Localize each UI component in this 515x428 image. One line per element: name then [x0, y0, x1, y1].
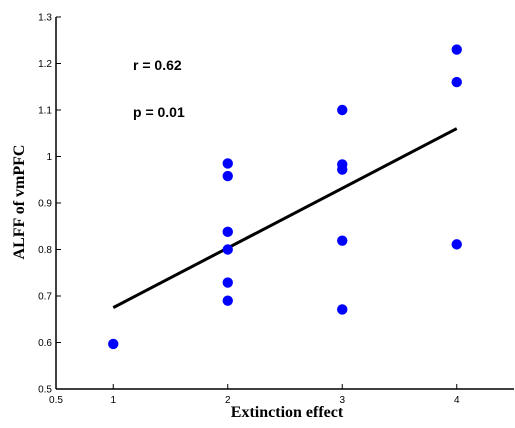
fit-line-group	[112, 127, 458, 309]
x-tick-label: 1	[110, 395, 116, 406]
r-annotation: r = 0.62	[133, 57, 182, 73]
y-tick-label: 1.2	[38, 59, 52, 70]
x-tick-label: 3	[339, 395, 345, 406]
y-tick-label: 0.5	[38, 385, 52, 396]
data-point	[222, 170, 233, 182]
data-point	[222, 295, 233, 306]
data-point	[222, 277, 233, 288]
x-tick-label: 4	[454, 395, 460, 406]
data-point	[337, 235, 348, 246]
ticks: 0.5 0.6 0.7 0.8 0.9 1 1.1 1.2 1.3 0.5 1 2 3 4	[38, 13, 460, 407]
regression-line	[112, 127, 458, 309]
data-point	[108, 338, 119, 350]
y-tick-label: 0.7	[38, 292, 52, 303]
points-group	[108, 44, 462, 350]
y-tick-label: 0.6	[38, 338, 52, 349]
data-point	[451, 44, 462, 55]
x-axis-title: Extinction effect	[231, 404, 344, 421]
x-tick-label: 2	[225, 395, 231, 406]
data-point	[337, 164, 348, 175]
y-tick-label: 0.9	[38, 199, 52, 210]
y-tick-label: 1	[46, 152, 52, 163]
y-axis-title: ALFF of vmPFC	[11, 145, 28, 260]
data-point	[222, 158, 233, 169]
y-tick-label: 1.1	[38, 106, 52, 117]
x-tick-label: 0.5	[49, 395, 63, 406]
y-tick-label: 0.8	[38, 245, 52, 256]
p-annotation: p = 0.01	[133, 104, 185, 120]
data-point	[451, 239, 462, 250]
y-tick-label: 1.3	[38, 13, 52, 24]
data-point	[337, 104, 348, 116]
axes	[55, 17, 514, 390]
data-point	[222, 244, 233, 255]
data-point	[337, 304, 348, 315]
data-point	[451, 76, 462, 88]
data-point	[222, 226, 233, 238]
